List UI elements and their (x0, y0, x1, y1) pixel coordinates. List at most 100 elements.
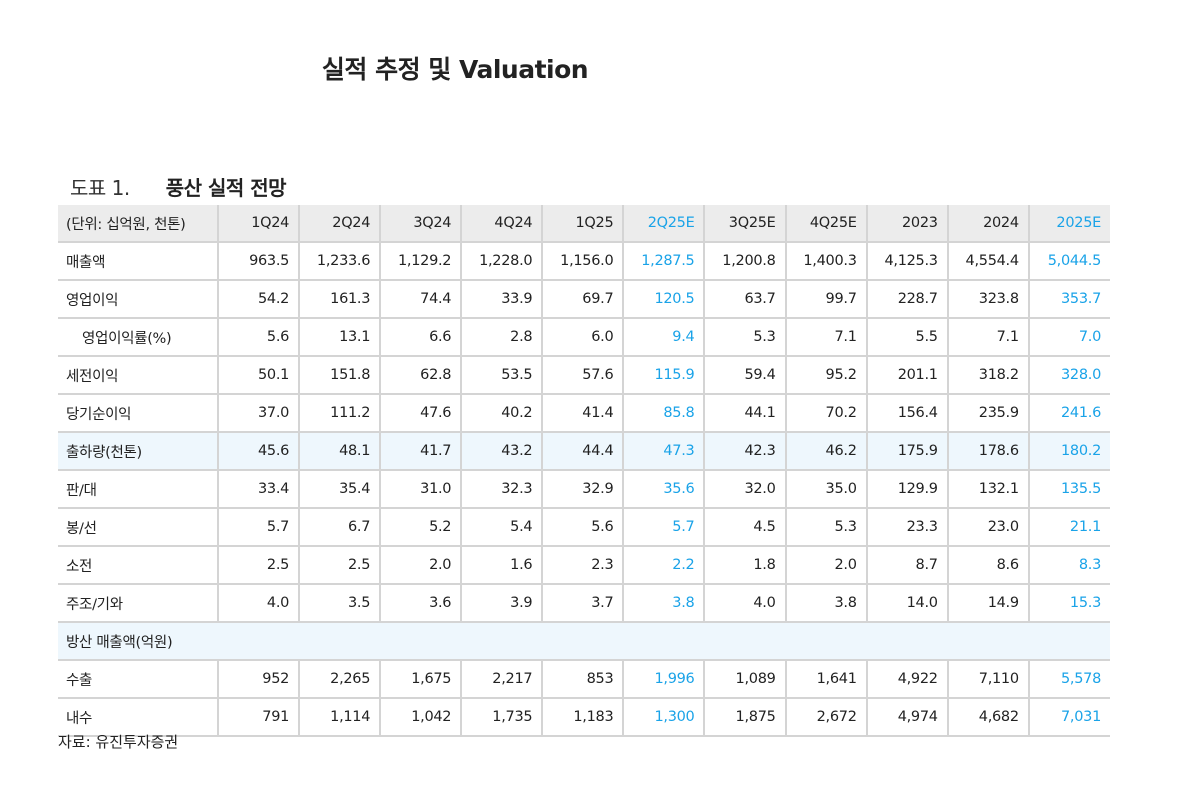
table-cell: 5.4 (460, 508, 543, 547)
table-cell: 31.0 (379, 470, 462, 509)
table-cell: 241.6 (1027, 394, 1110, 433)
table-cell: 33.4 (216, 470, 300, 509)
table-cell: 853 (541, 660, 624, 699)
table-cell: 14.9 (946, 584, 1029, 623)
table-cell: 2.5 (216, 546, 300, 585)
table-row: 영업이익률(%) 5.6 13.1 6.6 2.8 6.0 9.4 5.3 7.1 5.5 7.1 7… (58, 318, 1110, 357)
table-cell: 4,974 (865, 698, 948, 737)
table-cell: 8.3 (1027, 546, 1110, 585)
table-cell: 4.0 (216, 584, 300, 623)
table-cell: 23.0 (946, 508, 1029, 547)
table-cell: 5,578 (1027, 660, 1110, 699)
table-cell: 13.1 (298, 318, 381, 357)
table-cell: 3.5 (298, 584, 381, 623)
table-cell: 23.3 (865, 508, 948, 547)
table-cell: 3.8 (784, 584, 867, 623)
table-cell: 63.7 (703, 280, 786, 319)
column-header: 3Q24 (379, 205, 462, 243)
row-label: 봉/선 (58, 508, 218, 547)
row-label: 주조/기와 (58, 584, 218, 623)
table-cell: 180.2 (1027, 432, 1110, 471)
column-header: 2025E (1027, 205, 1110, 243)
table-cell: 1,129.2 (379, 242, 462, 281)
table-cell: 15.3 (1027, 584, 1110, 623)
column-header: 1Q25 (541, 205, 624, 243)
table-cell: 35.6 (622, 470, 705, 509)
table-cell: 175.9 (865, 432, 948, 471)
unit-label: (단위: 십억원, 천톤) (58, 205, 218, 243)
table-cell: 37.0 (216, 394, 300, 433)
table-cell: 48.1 (298, 432, 381, 471)
column-header: 1Q24 (216, 205, 300, 243)
table-cell: 44.4 (541, 432, 624, 471)
table-cell: 3.8 (622, 584, 705, 623)
table-cell: 952 (216, 660, 300, 699)
table-cell: 9.4 (622, 318, 705, 357)
table-cell: 5.7 (216, 508, 300, 547)
table-cell: 2,265 (298, 660, 381, 699)
table-cell: 41.4 (541, 394, 624, 433)
table-cell: 115.9 (622, 356, 705, 395)
table-row: 판/대 33.4 35.4 31.0 32.3 32.9 35.6 32.0 35.0 129.9… (58, 470, 1110, 509)
table-cell: 32.0 (703, 470, 786, 509)
table-cell: 5.2 (379, 508, 462, 547)
table-cell: 7.0 (1027, 318, 1110, 357)
table-cell: 74.4 (379, 280, 462, 319)
table-cell: 45.6 (216, 432, 300, 471)
table-cell: 5.6 (216, 318, 300, 357)
table-row: 출하량(천톤) 45.6 48.1 41.7 43.2 44.4 47.3 42.3 46.2 1… (58, 432, 1110, 471)
table-cell: 85.8 (622, 394, 705, 433)
table-cell: 6.0 (541, 318, 624, 357)
figure-caption: 도표 1. 풍산 실적 전망 (70, 172, 287, 201)
table-cell: 1,875 (703, 698, 786, 737)
table-row: 영업이익 54.2 161.3 74.4 33.9 69.7 120.5 63.7 99.7 22… (58, 280, 1110, 319)
table-row: 수출 952 2,265 1,675 2,217 853 1,996 1,089 1,641 4,… (58, 660, 1110, 699)
table-cell: 47.3 (622, 432, 705, 471)
section-row: 방산 매출액(억원) (58, 622, 1110, 661)
table-cell: 1,200.8 (703, 242, 786, 281)
table-cell: 33.9 (460, 280, 543, 319)
table-cell: 59.4 (703, 356, 786, 395)
table-cell: 963.5 (216, 242, 300, 281)
table-cell: 156.4 (865, 394, 948, 433)
table-cell: 1,287.5 (622, 242, 705, 281)
table-cell: 99.7 (784, 280, 867, 319)
table-cell: 42.3 (703, 432, 786, 471)
table-cell: 14.0 (865, 584, 948, 623)
figure-name: 풍산 실적 전망 (165, 176, 287, 200)
table-cell: 1,233.6 (298, 242, 381, 281)
table-cell: 129.9 (865, 470, 948, 509)
row-label: 판/대 (58, 470, 218, 509)
figure-number: 도표 1. (70, 176, 130, 200)
table-cell: 132.1 (946, 470, 1029, 509)
table-header-row: (단위: 십억원, 천톤) 1Q24 2Q24 3Q24 4Q24 1Q25 2Q25E 3Q… (58, 205, 1110, 243)
column-header: 4Q24 (460, 205, 543, 243)
table-cell: 5.3 (703, 318, 786, 357)
table-cell: 7,031 (1027, 698, 1110, 737)
table-cell: 1,114 (298, 698, 381, 737)
table-cell: 1,641 (784, 660, 867, 699)
table-cell: 95.2 (784, 356, 867, 395)
table-cell: 8.7 (865, 546, 948, 585)
table-cell: 4.5 (703, 508, 786, 547)
table-cell: 791 (216, 698, 300, 737)
table-cell: 2.5 (298, 546, 381, 585)
column-header: 3Q25E (703, 205, 786, 243)
table-cell: 1,400.3 (784, 242, 867, 281)
table-row: 당기순이익 37.0 111.2 47.6 40.2 41.4 85.8 44.1 70.2 15… (58, 394, 1110, 433)
table-cell: 35.0 (784, 470, 867, 509)
table-cell: 1.8 (703, 546, 786, 585)
table-cell: 135.5 (1027, 470, 1110, 509)
table-cell: 2.0 (784, 546, 867, 585)
table-cell: 7.1 (946, 318, 1029, 357)
source-note: 자료: 유진투자증권 (58, 733, 179, 751)
table-row: 세전이익 50.1 151.8 62.8 53.5 57.6 115.9 59.4 95.2 20… (58, 356, 1110, 395)
table-cell: 4,682 (946, 698, 1029, 737)
table-cell: 2,217 (460, 660, 543, 699)
table-cell: 1,089 (703, 660, 786, 699)
row-label: 당기순이익 (58, 394, 218, 433)
table-cell: 3.9 (460, 584, 543, 623)
table-cell: 4,922 (865, 660, 948, 699)
table-cell: 1,735 (460, 698, 543, 737)
table-cell: 1.6 (460, 546, 543, 585)
